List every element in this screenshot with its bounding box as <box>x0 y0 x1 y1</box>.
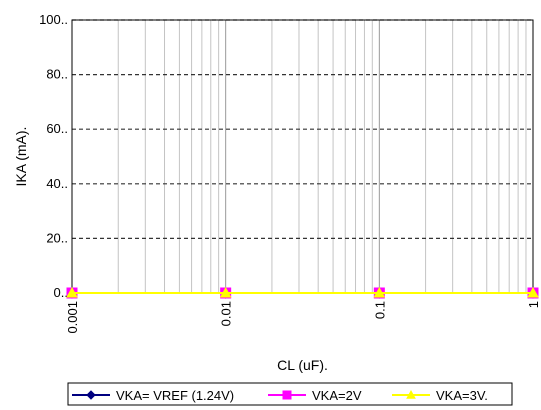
data-point <box>219 286 232 298</box>
x-axis-ticks: 0.001 0.01 0.1 1 <box>65 301 541 334</box>
y-tick-label: 100.. <box>39 12 68 27</box>
y-tick-label: 60.. <box>46 121 68 136</box>
y-tick-label: 0.. <box>54 285 68 300</box>
x-tick-label: 0.1 <box>372 301 387 319</box>
data-point <box>282 390 292 400</box>
data-point <box>373 286 386 298</box>
data-point <box>66 286 78 298</box>
legend-entry: VKA=3V. <box>392 388 488 403</box>
legend-entry: VKA=2V <box>268 388 362 403</box>
legend-label: VKA=3V. <box>436 388 488 403</box>
series-layer <box>66 286 539 299</box>
x-tick-label: 0.001 <box>65 301 80 334</box>
x-axis-title: CL (uF). <box>277 357 328 373</box>
legend-entry: VKA= VREF (1.24V) <box>72 388 234 403</box>
y-tick-label: 20.. <box>46 230 68 245</box>
legend-label: VKA=2V <box>312 388 362 403</box>
legend-label: VKA= VREF (1.24V) <box>116 388 234 403</box>
y-tick-label: 40.. <box>46 176 68 191</box>
series <box>66 286 539 298</box>
vertical-gridlines <box>71 20 527 293</box>
horizontal-gridlines <box>72 19 533 239</box>
plot-area <box>71 19 534 294</box>
legend: VKA= VREF (1.24V) VKA=2V VKA=3V. <box>67 382 513 406</box>
data-point <box>406 389 416 399</box>
data-point <box>527 286 539 298</box>
x-tick-label: 0.01 <box>219 301 234 326</box>
data-point <box>86 390 96 400</box>
y-axis-ticks: 0.. 20.. 40.. 60.. 80.. 100.. <box>39 12 68 300</box>
y-tick-label: 80.. <box>46 67 68 82</box>
x-tick-label: 1 <box>526 301 541 308</box>
y-axis-title: IKA (mA). <box>13 127 29 187</box>
